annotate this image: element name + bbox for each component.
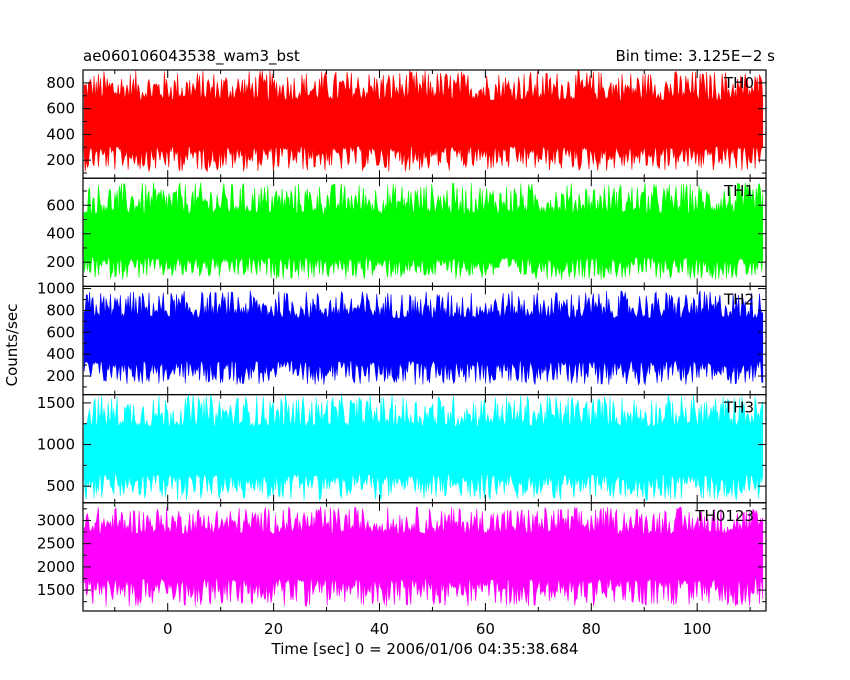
panel-label: TH0123 [694,507,754,525]
panel-label: TH2 [723,290,754,308]
y-tick-label: 2500 [37,535,75,553]
y-tick-label: 200 [46,151,75,169]
chart-title: ae060106043538_wam3_bst [83,47,300,66]
panel-label: TH3 [723,399,754,417]
x-tick-label: 80 [582,620,601,638]
x-tick-label: 40 [370,620,389,638]
y-tick-label: 500 [46,477,75,495]
y-tick-label: 200 [46,367,75,385]
y-tick-label: 3000 [37,511,75,529]
bin-time-label: Bin time: 3.125E−2 s [615,47,775,65]
x-tick-label: 100 [683,620,712,638]
panel-th1: 200 400 600 TH1 [46,177,767,287]
x-tick-label: 60 [476,620,495,638]
panel-th0123: 1500 2000 2500 3000 TH0123 [37,502,767,612]
series-th0 [83,69,764,173]
y-tick-label: 800 [46,74,75,92]
y-tick-label: 1000 [37,280,75,298]
y-axis-label: Counts/sec [3,304,21,387]
x-axis-label: Time [sec] 0 = 2006/01/06 04:35:38.684 [271,640,579,658]
y-tick-label: 2000 [37,558,75,576]
y-tick-label: 400 [46,345,75,363]
y-tick-label: 800 [46,301,75,319]
y-tick-label: 1500 [37,394,75,412]
series-th2 [83,290,764,386]
panel-frame [82,502,767,612]
panels-group: 200 400 600 800 TH0 200 400 600 TH1 200 400 600 800 1… [37,69,767,612]
y-tick-label: 600 [46,323,75,341]
panel-th0: 200 400 600 800 TH0 [46,69,767,179]
panel-th2: 200 400 600 800 1000 TH2 [37,280,767,396]
y-tick-label: 400 [46,225,75,243]
panel-th3: 500 1000 1500 TH3 [37,394,767,504]
series-th1 [83,182,764,280]
y-tick-label: 200 [46,253,75,271]
y-tick-label: 400 [46,125,75,143]
series-th3 [83,394,764,502]
panel-label: TH0 [723,74,754,92]
x-tick-labels: 0 20 40 60 80 100 [163,620,712,638]
y-tick-label: 1000 [37,436,75,454]
y-tick-label: 600 [46,196,75,214]
series-th0123 [83,506,764,607]
x-tick-label: 20 [264,620,283,638]
y-tick-label: 600 [46,100,75,118]
y-tick-label: 1500 [37,581,75,599]
x-tick-label: 0 [163,620,173,638]
panel-label: TH1 [723,182,754,200]
